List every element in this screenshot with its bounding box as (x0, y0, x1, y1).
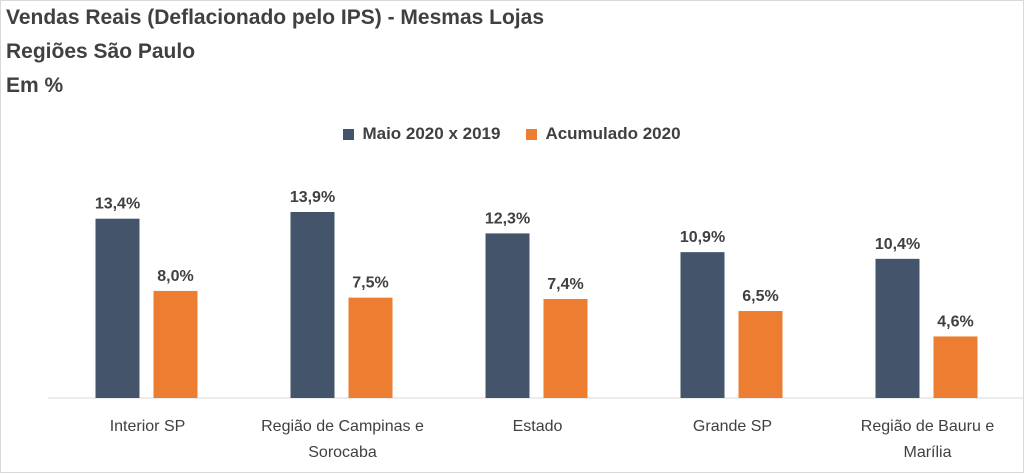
bar-acumulado-2 (543, 298, 588, 398)
bar-maio-3 (680, 252, 725, 398)
chart-legend: Maio 2020 x 2019 Acumulado 2020 (0, 124, 1024, 144)
category-label-4-1: Marília (903, 444, 951, 461)
bar-acumulado-3 (738, 311, 783, 398)
data-label-maio-3: 10,9% (680, 229, 725, 246)
bar-acumulado-4 (933, 336, 978, 398)
data-label-maio-2: 12,3% (485, 210, 530, 227)
data-label-maio-0: 13,4% (95, 196, 140, 213)
data-label-acumulado-0: 8,0% (157, 268, 193, 285)
legend-label-maio: Maio 2020 x 2019 (362, 124, 501, 143)
data-label-acumulado-2: 7,4% (547, 276, 583, 293)
data-label-acumulado-3: 6,5% (742, 288, 778, 305)
legend-swatch-maio (343, 128, 355, 140)
data-label-maio-1: 13,9% (290, 189, 335, 206)
category-label-2-0: Estado (513, 418, 563, 435)
category-label-1-1: Sorocaba (308, 444, 377, 461)
bar-acumulado-0 (153, 290, 198, 398)
chart-subtitle: Regiões São Paulo (6, 40, 196, 63)
bar-maio-2 (485, 233, 530, 398)
category-label-1-0: Região de Campinas e (261, 418, 424, 435)
legend-label-acumulado: Acumulado 2020 (545, 124, 681, 143)
bar-maio-1 (290, 212, 335, 398)
bar-maio-4 (875, 258, 920, 398)
bar-acumulado-1 (348, 297, 393, 398)
bar-maio-0 (95, 218, 140, 398)
chart-title: Vendas Reais (Deflacionado pelo IPS) - M… (6, 6, 545, 29)
legend-swatch-acumulado (526, 128, 538, 140)
category-label-3-0: Grande SP (693, 418, 772, 435)
data-label-acumulado-4: 4,6% (937, 313, 973, 330)
legend-item-acumulado: Acumulado 2020 (526, 124, 681, 144)
data-label-acumulado-1: 7,5% (352, 275, 388, 292)
legend-item-maio: Maio 2020 x 2019 (343, 124, 500, 144)
category-label-4-0: Região de Bauru e (861, 418, 995, 435)
category-label-0-0: Interior SP (110, 418, 186, 435)
data-label-maio-4: 10,4% (875, 236, 920, 253)
chart-unit-label: Em % (6, 74, 64, 97)
